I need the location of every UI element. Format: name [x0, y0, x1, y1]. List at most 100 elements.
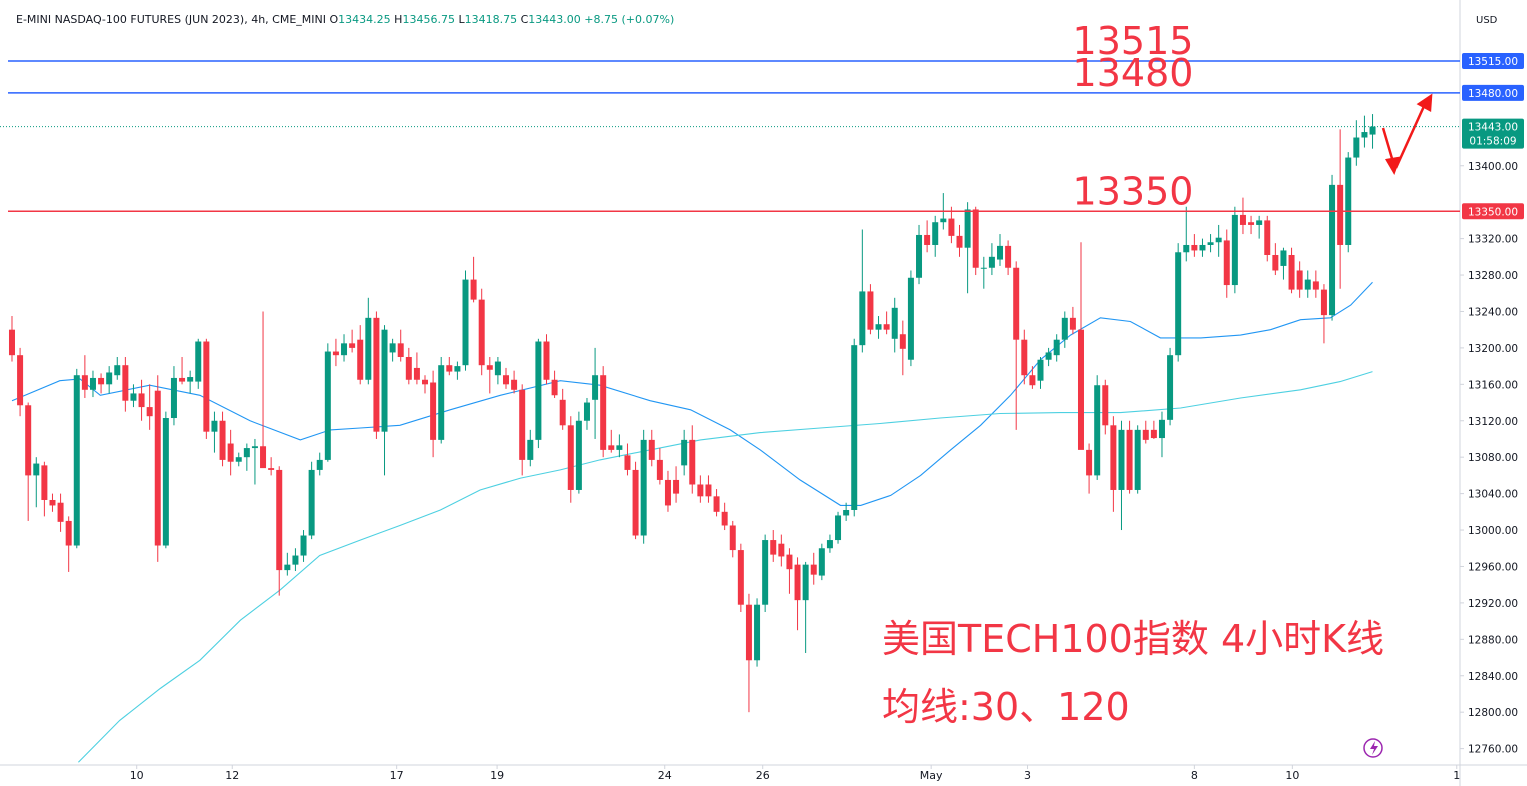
candle-body: [349, 343, 356, 348]
lightning-bolt: [1370, 741, 1378, 755]
y-tick-label: 12880.00: [1468, 634, 1518, 646]
candle-body: [818, 548, 825, 576]
candle-body: [551, 379, 558, 396]
candle-body: [1077, 329, 1084, 450]
candle-body: [616, 445, 623, 450]
countdown: 01:58:09: [1469, 136, 1516, 148]
candle-body: [57, 502, 64, 522]
candle-body: [130, 393, 137, 401]
candle-body: [470, 279, 477, 300]
y-tick-label: 13160.00: [1468, 379, 1518, 391]
x-tick-label: 12: [225, 769, 239, 782]
candle-body: [859, 291, 866, 346]
y-tick-label: 13120.00: [1468, 416, 1518, 428]
legend-prefix: L: [458, 13, 465, 26]
candle-body: [592, 375, 599, 400]
candle-body: [932, 222, 939, 245]
candle-body: [162, 418, 169, 546]
candle-body: [907, 277, 914, 360]
y-tick-label: 13240.00: [1468, 306, 1518, 318]
candle-body: [1191, 244, 1198, 251]
candle-body: [187, 377, 194, 382]
candle-body: [705, 484, 712, 497]
candle-body: [1369, 126, 1376, 135]
candle-body: [729, 525, 736, 551]
x-tick-label: 3: [1024, 769, 1031, 782]
level-price-box: [1462, 53, 1524, 70]
candle-body: [559, 399, 566, 426]
candle-body: [972, 209, 979, 268]
candle-body: [65, 520, 72, 546]
candle-body: [438, 365, 445, 440]
y-tick-label: 12800.00: [1468, 707, 1518, 719]
candle-body: [875, 324, 882, 330]
candle-body: [89, 377, 96, 390]
y-tick-label: 13320.00: [1468, 234, 1518, 246]
candle-body: [608, 445, 615, 450]
candle-body: [486, 365, 493, 370]
level-price-label: 13480.00: [1468, 88, 1518, 100]
candle-body: [1337, 184, 1344, 245]
y-tick-label: 12920.00: [1468, 598, 1518, 610]
annotation: 美国TECH100指数 4小时K线: [882, 617, 1384, 661]
candle-body: [300, 535, 307, 556]
candle-body: [810, 564, 817, 575]
candle-body: [1329, 184, 1336, 316]
candle-body: [1296, 270, 1303, 290]
candle-body: [624, 455, 631, 470]
candle-body: [891, 307, 898, 339]
candle-body: [867, 291, 874, 330]
x-tick-label: 10: [1285, 769, 1299, 782]
candle-body: [988, 256, 995, 268]
candle-body: [381, 329, 388, 432]
x-tick-label: May: [920, 769, 943, 782]
candle-body: [8, 329, 15, 356]
candle-body: [211, 420, 218, 432]
candle-body: [235, 457, 242, 462]
y-tick-label: 12840.00: [1468, 671, 1518, 683]
candle-body: [737, 550, 744, 605]
candle-body: [1126, 429, 1133, 490]
candle-body: [1207, 242, 1214, 245]
candle-body: [422, 379, 429, 385]
candle-body: [600, 375, 607, 450]
candle-body: [997, 245, 1004, 260]
candle-body: [956, 235, 963, 248]
candle-body: [179, 377, 186, 382]
candle-body: [114, 365, 121, 376]
candle-body: [1199, 244, 1206, 251]
lightning-icon[interactable]: [1363, 738, 1383, 758]
candle-body: [251, 446, 258, 449]
candle-body: [1021, 339, 1028, 376]
candle-body: [1086, 449, 1093, 476]
candle-body: [575, 420, 582, 490]
candle-body: [98, 377, 105, 385]
candle-body: [1183, 244, 1190, 253]
candle-body: [41, 465, 48, 500]
chart-header: E-MINI NASDAQ-100 FUTURES (JUN 2023), 4h…: [16, 13, 674, 26]
candle-body: [527, 439, 534, 460]
candle-body: [656, 459, 663, 480]
candle-body: [170, 377, 177, 419]
arrow-head: [1416, 93, 1433, 113]
candle-body: [1248, 222, 1255, 225]
candle-body: [778, 543, 785, 557]
change: +8.75 (+0.07%): [584, 13, 675, 26]
candle-body: [49, 499, 56, 506]
candle-body: [762, 540, 769, 605]
y-tick-label: 13000.00: [1468, 525, 1518, 537]
candle-body: [1345, 157, 1352, 245]
annotation: 均线:30、120: [882, 685, 1130, 729]
candle-body: [332, 351, 339, 356]
candle-body: [697, 484, 704, 497]
x-tick-label: 10: [130, 769, 144, 782]
candle-body: [81, 375, 88, 390]
candle-body: [1029, 375, 1036, 386]
last-price-label: 13443.00: [1468, 122, 1518, 134]
y-tick-label: 13200.00: [1468, 343, 1518, 355]
x-tick-label: 24: [658, 769, 672, 782]
y-tick-label: 13400.00: [1468, 161, 1518, 173]
candle-body: [122, 365, 129, 401]
legend-value: 13418.75: [464, 13, 518, 26]
